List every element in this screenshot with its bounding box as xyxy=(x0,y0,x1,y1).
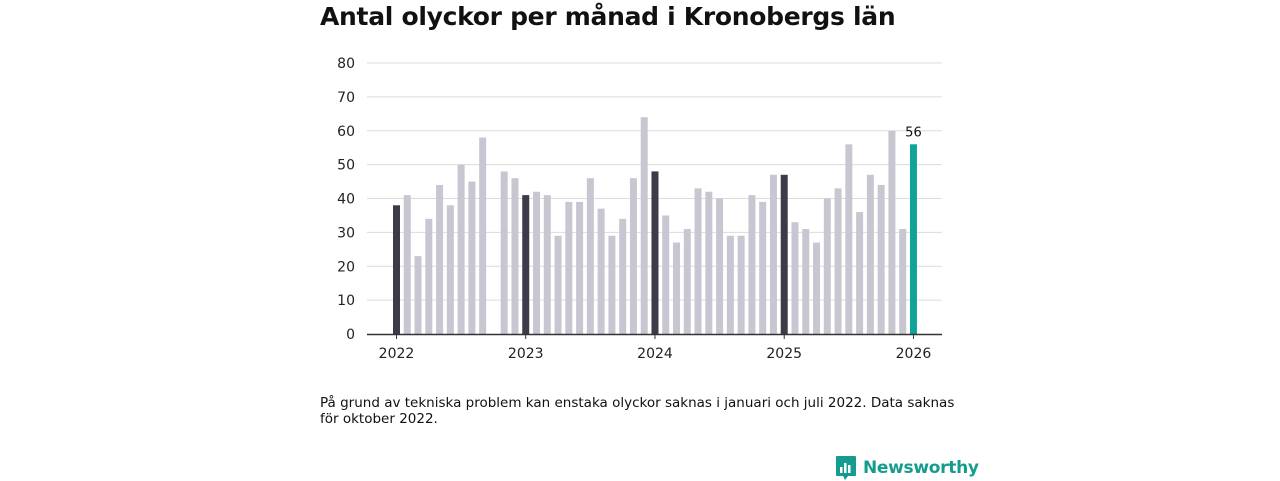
bar-2024-04 xyxy=(683,228,691,334)
bar-2022-04 xyxy=(425,218,433,334)
bar-2023-11 xyxy=(629,178,637,334)
bar-2024-08 xyxy=(726,235,734,334)
bar-2024-07 xyxy=(716,198,724,334)
bar-2024-01 xyxy=(651,171,659,334)
bar-2025-11 xyxy=(888,130,896,334)
bar-2022-07 xyxy=(457,164,465,334)
bar-2022-09 xyxy=(479,137,487,334)
bar-2023-08 xyxy=(597,208,605,334)
bar-2022-03 xyxy=(414,256,422,334)
y-tick-label: 20 xyxy=(337,259,355,275)
bar-2024-02 xyxy=(662,215,670,334)
bar-2025-02 xyxy=(791,222,799,334)
bar-2022-11 xyxy=(500,171,508,334)
chart-title: Antal olyckor per månad i Kronobergs län xyxy=(320,2,896,31)
bar-2024-09 xyxy=(737,235,745,334)
bar-2022-08 xyxy=(468,181,476,334)
y-tick-label: 0 xyxy=(346,327,355,343)
y-tick-label: 60 xyxy=(337,124,355,140)
bar-2025-10 xyxy=(877,184,885,334)
bar-2025-03 xyxy=(802,228,810,334)
bar-2023-12 xyxy=(640,117,648,334)
bar-2022-06 xyxy=(446,205,454,334)
bar-2022-01 xyxy=(393,205,400,334)
bar-2025-08 xyxy=(856,212,864,334)
bar-chart-speech-icon xyxy=(836,456,856,480)
bar-2025-06 xyxy=(834,188,842,334)
bar-2023-06 xyxy=(576,201,584,334)
y-tick-label: 50 xyxy=(337,158,355,174)
y-tick-label: 10 xyxy=(337,293,355,309)
data-label-latest: 56 xyxy=(905,125,922,140)
bar-2024-11 xyxy=(759,201,767,334)
y-tick-label: 40 xyxy=(337,192,355,208)
bar-2025-07 xyxy=(845,144,853,334)
x-tick-label: 2024 xyxy=(637,346,673,362)
bar-2023-05 xyxy=(565,201,573,334)
x-tick-label: 2025 xyxy=(766,346,802,362)
y-tick-label: 70 xyxy=(337,90,355,106)
bar-2023-09 xyxy=(608,235,616,334)
x-tick-label: 2023 xyxy=(508,346,544,362)
bar-2023-04 xyxy=(554,235,562,334)
brand-logo: Newsworthy xyxy=(835,455,979,481)
bar-2024-03 xyxy=(673,242,681,334)
bar-2023-07 xyxy=(586,178,594,334)
y-tick-label: 80 xyxy=(337,56,355,72)
bar-2025-09 xyxy=(866,174,874,334)
x-tick-label: 2026 xyxy=(896,346,932,362)
bar-2025-12 xyxy=(899,228,907,334)
bar-2023-03 xyxy=(543,195,551,334)
bar-2024-12 xyxy=(769,174,777,334)
bar-2024-06 xyxy=(705,191,713,334)
bar-2026-01 xyxy=(909,144,917,334)
bar-2022-12 xyxy=(511,178,519,334)
bar-2023-10 xyxy=(619,218,627,334)
x-tick-label: 2022 xyxy=(379,346,415,362)
bar-2024-10 xyxy=(748,195,756,334)
bar-2025-04 xyxy=(813,242,821,334)
y-tick-label: 30 xyxy=(337,225,355,241)
bar-2025-05 xyxy=(823,198,831,334)
footnote: På grund av tekniska problem kan enstaka… xyxy=(320,395,955,427)
bar-2023-02 xyxy=(533,191,541,334)
bar-2024-05 xyxy=(694,188,702,334)
bar-2023-01 xyxy=(522,195,530,334)
brand-name: Newsworthy xyxy=(863,458,979,478)
bar-2022-02 xyxy=(403,195,411,334)
bar-2025-01 xyxy=(780,174,788,334)
bar-2022-05 xyxy=(436,184,444,334)
